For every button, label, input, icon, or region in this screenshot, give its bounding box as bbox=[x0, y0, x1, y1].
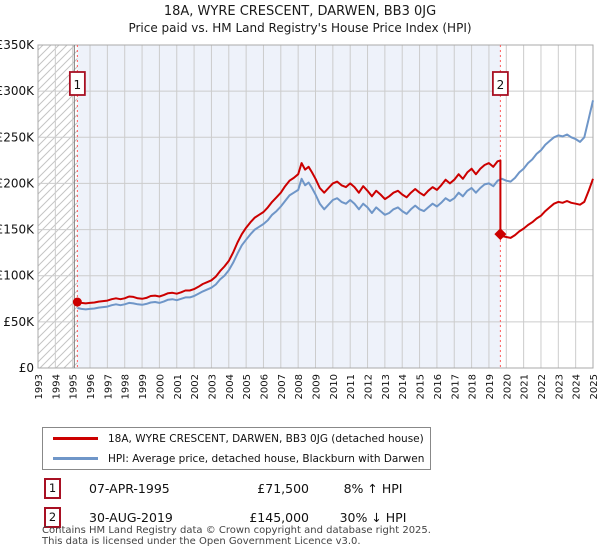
legend-item-price-paid: 18A, WYRE CRESCENT, DARWEN, BB3 0JG (det… bbox=[43, 431, 430, 447]
page-subtitle: Price paid vs. HM Land Registry's House … bbox=[128, 21, 472, 35]
svg-text:£100K: £100K bbox=[0, 269, 35, 283]
svg-text:£50K: £50K bbox=[3, 315, 35, 329]
svg-text:2020: 2020 bbox=[502, 374, 513, 399]
price-line-swatch bbox=[53, 437, 98, 440]
svg-text:1: 1 bbox=[74, 78, 82, 92]
svg-text:2000: 2000 bbox=[155, 374, 166, 399]
transaction-2-hpi-delta: 30% ↓ HPI bbox=[339, 509, 407, 525]
footer-line-1: Contains HM Land Registry data © Crown c… bbox=[42, 525, 431, 536]
svg-text:2014: 2014 bbox=[398, 374, 409, 399]
chart-legend: 18A, WYRE CRESCENT, DARWEN, BB3 0JG (det… bbox=[42, 427, 431, 470]
svg-text:2004: 2004 bbox=[225, 374, 236, 399]
license-footer: Contains HM Land Registry data © Crown c… bbox=[42, 525, 431, 547]
transaction-1-hpi-delta: 8% ↑ HPI bbox=[343, 480, 403, 496]
transaction-1-badge: 1 bbox=[44, 477, 61, 499]
svg-text:2016: 2016 bbox=[433, 374, 444, 399]
transaction-2-badge: 2 bbox=[44, 506, 61, 528]
transaction-2-date: 30-AUG-2019 bbox=[89, 509, 173, 525]
svg-text:1999: 1999 bbox=[138, 374, 149, 399]
legend-label: 18A, WYRE CRESCENT, DARWEN, BB3 0JG (det… bbox=[108, 432, 424, 445]
svg-text:2012: 2012 bbox=[364, 374, 375, 399]
svg-text:1996: 1996 bbox=[86, 374, 97, 399]
legend-label: HPI: Average price, detached house, Blac… bbox=[108, 452, 425, 465]
legend-item-hpi: HPI: Average price, detached house, Blac… bbox=[43, 451, 430, 467]
svg-text:2: 2 bbox=[497, 78, 505, 92]
svg-text:2006: 2006 bbox=[259, 374, 270, 399]
svg-text:2015: 2015 bbox=[416, 374, 427, 399]
hpi-line-swatch bbox=[53, 457, 98, 460]
svg-text:£300K: £300K bbox=[0, 84, 35, 98]
transaction-row-2: 2 30-AUG-2019 £145,000 30% ↓ HPI bbox=[44, 506, 437, 528]
transaction-2-price: £145,000 bbox=[249, 509, 309, 525]
svg-text:2002: 2002 bbox=[190, 374, 201, 399]
transaction-1-date: 07-APR-1995 bbox=[89, 480, 170, 496]
svg-text:2024: 2024 bbox=[572, 374, 583, 399]
svg-text:2025: 2025 bbox=[589, 374, 600, 399]
svg-text:2009: 2009 bbox=[312, 374, 323, 399]
svg-text:2021: 2021 bbox=[520, 374, 531, 399]
svg-text:1998: 1998 bbox=[121, 374, 132, 399]
page-title: 18A, WYRE CRESCENT, DARWEN, BB3 0JG bbox=[163, 4, 437, 19]
svg-text:2017: 2017 bbox=[450, 374, 461, 399]
svg-text:£0: £0 bbox=[19, 361, 34, 375]
svg-text:2019: 2019 bbox=[485, 374, 496, 399]
svg-text:1995: 1995 bbox=[69, 374, 80, 399]
svg-text:£200K: £200K bbox=[0, 176, 35, 190]
svg-text:2018: 2018 bbox=[468, 374, 479, 399]
svg-text:1997: 1997 bbox=[103, 374, 114, 399]
svg-text:2001: 2001 bbox=[173, 374, 184, 399]
transaction-row-1: 1 07-APR-1995 £71,500 8% ↑ HPI bbox=[44, 477, 437, 499]
footer-line-2: This data is licensed under the Open Gov… bbox=[42, 536, 361, 547]
svg-text:2023: 2023 bbox=[554, 374, 565, 399]
svg-text:2005: 2005 bbox=[242, 374, 253, 399]
svg-text:2003: 2003 bbox=[207, 374, 218, 399]
svg-text:2013: 2013 bbox=[381, 374, 392, 399]
svg-text:1994: 1994 bbox=[51, 374, 62, 399]
svg-text:£150K: £150K bbox=[0, 223, 35, 237]
svg-text:2022: 2022 bbox=[537, 374, 548, 399]
svg-text:£250K: £250K bbox=[0, 130, 35, 144]
svg-text:2011: 2011 bbox=[346, 374, 357, 399]
transaction-1-price: £71,500 bbox=[257, 480, 309, 496]
price-chart: 1 2 £0 £50K £100K £150K £200K £250K £300K £350K 19… bbox=[0, 38, 600, 399]
svg-text:2007: 2007 bbox=[277, 374, 288, 399]
svg-text:2010: 2010 bbox=[329, 374, 340, 399]
svg-text:1993: 1993 bbox=[34, 374, 45, 399]
svg-text:2008: 2008 bbox=[294, 374, 305, 399]
svg-text:£350K: £350K bbox=[0, 38, 35, 52]
